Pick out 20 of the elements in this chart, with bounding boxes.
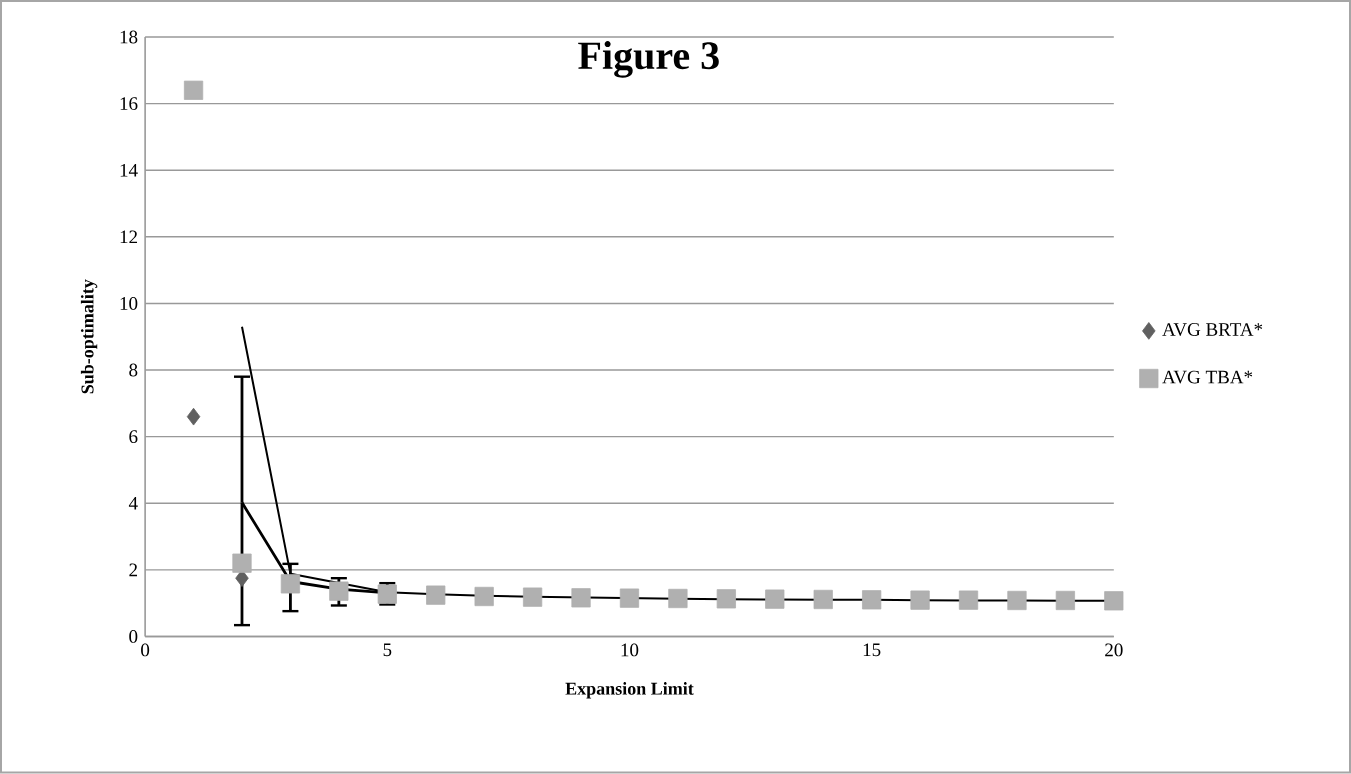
y-tick-label: 2 — [129, 563, 138, 577]
y-tick-label: 12 — [120, 230, 138, 244]
y-tick-label: 8 — [129, 363, 138, 377]
y-tick-label: 10 — [120, 297, 138, 311]
x-tick-label: 0 — [141, 643, 150, 657]
y-tick-label: 0 — [129, 630, 138, 644]
y-tick-label: 18 — [120, 30, 138, 44]
x-tick-label: 10 — [621, 643, 639, 657]
y-tick-label: 16 — [120, 97, 138, 111]
y-tick-label: 4 — [128, 497, 138, 510]
chart-title: Figure 3 — [578, 41, 719, 78]
x-tick-label: 20 — [1105, 643, 1123, 657]
legend-label: AVG BRTA* — [1162, 323, 1263, 337]
y-tick-label: 14 — [120, 164, 138, 177]
x-tick-label: 5 — [383, 643, 392, 657]
x-tick-label: 15 — [863, 643, 881, 657]
legend-label: AVG TBA* — [1162, 370, 1253, 384]
y-axis-title: Sub-optimality — [80, 279, 98, 394]
x-axis-title: Expansion Limit — [565, 682, 694, 699]
y-tick-label: 6 — [129, 430, 138, 444]
